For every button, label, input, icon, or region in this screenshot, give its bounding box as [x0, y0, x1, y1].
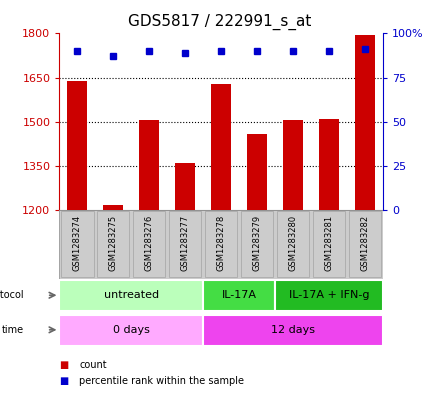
Text: GSM1283280: GSM1283280 [289, 215, 297, 271]
FancyBboxPatch shape [59, 280, 203, 312]
FancyBboxPatch shape [133, 211, 165, 277]
Text: IL-17A: IL-17A [222, 290, 257, 300]
Text: count: count [79, 360, 107, 371]
Bar [175, 163, 195, 393]
Text: GSM1283277: GSM1283277 [181, 215, 190, 271]
Text: GSM1283278: GSM1283278 [216, 215, 226, 271]
Bar [67, 81, 87, 393]
FancyBboxPatch shape [348, 211, 381, 277]
Bar [355, 35, 375, 393]
FancyBboxPatch shape [61, 211, 94, 277]
FancyBboxPatch shape [277, 211, 309, 277]
FancyBboxPatch shape [97, 211, 129, 277]
Text: protocol: protocol [0, 290, 23, 300]
Text: 0 days: 0 days [113, 325, 150, 335]
Text: IL-17A + IFN-g: IL-17A + IFN-g [289, 290, 369, 300]
Bar [319, 119, 339, 393]
Bar [247, 134, 267, 393]
Bar [103, 206, 123, 393]
FancyBboxPatch shape [203, 280, 275, 312]
Text: time: time [1, 325, 23, 335]
FancyBboxPatch shape [241, 211, 273, 277]
Text: GSM1283274: GSM1283274 [73, 215, 82, 271]
FancyBboxPatch shape [169, 211, 202, 277]
Bar [139, 120, 159, 393]
FancyBboxPatch shape [203, 315, 383, 346]
Text: untreated: untreated [104, 290, 159, 300]
Text: GSM1283279: GSM1283279 [253, 215, 261, 271]
Text: GSM1283276: GSM1283276 [145, 215, 154, 271]
Text: GDS5817 / 222991_s_at: GDS5817 / 222991_s_at [128, 14, 312, 30]
Text: GSM1283275: GSM1283275 [109, 215, 118, 271]
FancyBboxPatch shape [59, 210, 383, 279]
Text: ■: ■ [59, 360, 69, 371]
Bar [283, 120, 303, 393]
Text: ■: ■ [59, 376, 69, 386]
Text: 12 days: 12 days [271, 325, 315, 335]
FancyBboxPatch shape [205, 211, 237, 277]
Bar [211, 84, 231, 393]
FancyBboxPatch shape [275, 280, 383, 312]
FancyBboxPatch shape [313, 211, 345, 277]
Text: percentile rank within the sample: percentile rank within the sample [79, 376, 244, 386]
FancyBboxPatch shape [59, 315, 203, 346]
Text: GSM1283282: GSM1283282 [360, 215, 369, 271]
Text: GSM1283281: GSM1283281 [324, 215, 334, 271]
